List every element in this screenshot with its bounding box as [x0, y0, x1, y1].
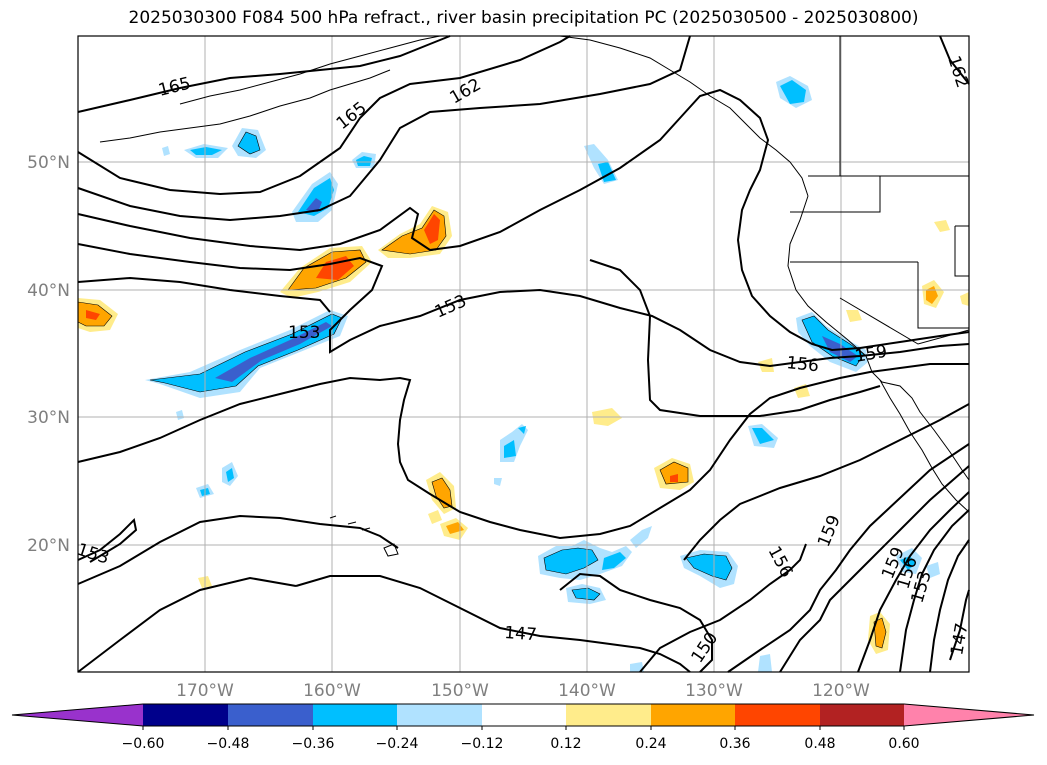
colorbar-tick-label: 0.24	[635, 736, 666, 752]
colorbar-bin	[566, 704, 651, 726]
colorbar-tick-label: 0.60	[888, 736, 919, 752]
lon-label: 160°W	[303, 681, 361, 701]
colorbar-tick-label: 0.48	[804, 736, 835, 752]
colorbar-tick-label: −0.24	[376, 736, 419, 752]
colorbar-tick-label: 0.12	[550, 736, 581, 752]
lon-label: 140°W	[558, 681, 616, 701]
lon-label: 120°W	[812, 681, 870, 701]
contour-label: 147	[504, 623, 538, 645]
contour-label: 156	[785, 353, 819, 376]
lat-label: 30°N	[27, 408, 70, 428]
colorbar-bin	[735, 704, 820, 726]
colorbar-bin	[482, 704, 566, 726]
colorbar-bin	[143, 704, 228, 726]
contour-label: 153	[288, 323, 320, 343]
colorbar-bin	[651, 704, 735, 726]
colorbar-under-arrow	[12, 704, 143, 726]
colorbar-tick-label: −0.36	[292, 736, 335, 752]
map-frame	[77, 35, 970, 673]
lat-label: 50°N	[27, 153, 70, 173]
map-title: 2025030300 F084 500 hPa refract., river …	[128, 8, 919, 28]
colorbar-tick-label: 0.36	[719, 736, 750, 752]
refractivity-contours	[77, 35, 970, 673]
longitude-labels: 170°W 160°W 150°W 140°W 130°W 120°W	[176, 681, 870, 701]
colorbar-tick-label: −0.48	[207, 736, 250, 752]
coastlines	[99, 35, 970, 557]
colorbar-bin	[820, 704, 904, 726]
lon-label: 170°W	[176, 681, 234, 701]
lon-label: 130°W	[685, 681, 743, 701]
colorbar-bin	[313, 704, 397, 726]
lat-label: 40°N	[27, 281, 70, 301]
latitude-labels: 50°N 40°N 30°N 20°N	[27, 153, 70, 556]
precip-shading	[78, 76, 969, 672]
colorbar-bin	[228, 704, 313, 726]
colorbar-tick-label: −0.60	[122, 736, 165, 752]
colorbar: −0.60 −0.48 −0.36 −0.24 −0.12 0.12 0.24 …	[11, 703, 1035, 752]
lat-label: 20°N	[27, 536, 70, 556]
colorbar-over-arrow	[904, 704, 1034, 726]
lon-label: 150°W	[431, 681, 489, 701]
colorbar-tick-label: −0.12	[461, 736, 504, 752]
colorbar-bin	[397, 704, 482, 726]
